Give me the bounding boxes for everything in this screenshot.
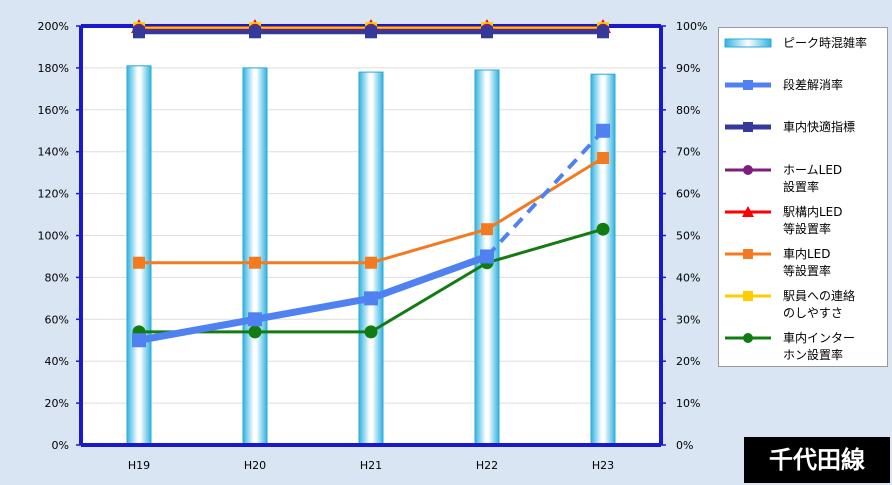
- series-point-2: [481, 26, 493, 39]
- legend-swatch-line: [725, 165, 771, 175]
- left-tick-label: 60%: [45, 313, 69, 326]
- series-line-1-dashed: [485, 129, 605, 258]
- right-tick-label: 100%: [676, 20, 707, 33]
- series-line-1: [138, 253, 489, 344]
- left-tick-label: 20%: [45, 397, 69, 410]
- legend-label: 駅構内LED 等設置率: [783, 205, 843, 236]
- legend-label: 駅員への連絡 のしやすさ: [783, 289, 856, 320]
- legend: ピーク時混雑率 段差解消率 車内快適指標 ホームLED 設置率: [718, 27, 888, 367]
- legend-swatch-line: [725, 206, 771, 217]
- legend-swatch-bar: [724, 38, 772, 48]
- x-tick-label: H23: [592, 459, 614, 472]
- legend-label: ホームLED 設置率: [783, 163, 843, 194]
- line-name-badge: 千代田線: [744, 437, 890, 483]
- right-tick-label: 0%: [676, 439, 693, 452]
- right-tick-label: 10%: [676, 397, 700, 410]
- left-tick-label: 40%: [45, 355, 69, 368]
- bar-peak-congestion: [126, 65, 152, 446]
- series-point-2: [249, 26, 261, 39]
- left-tick-label: 200%: [38, 20, 69, 33]
- x-tick-label: H21: [360, 459, 382, 472]
- series-point-7: [596, 222, 610, 236]
- right-tick-label: 50%: [676, 230, 700, 243]
- bar-peak-congestion: [242, 67, 268, 446]
- series-point-1: [248, 312, 262, 327]
- left-tick-label: 160%: [38, 104, 69, 117]
- right-tick-label: 60%: [676, 188, 700, 201]
- legend-swatch-line: [725, 80, 771, 90]
- legend-label: 車内インター ホン設置率: [783, 331, 856, 362]
- x-tick-label: H20: [244, 459, 266, 472]
- series-point-5: [365, 256, 377, 269]
- series-point-2: [365, 26, 377, 39]
- series-point-5: [481, 223, 493, 236]
- series-point-5: [249, 256, 261, 269]
- series-point-5: [133, 256, 145, 269]
- legend-swatch-line: [725, 249, 771, 259]
- legend-swatch-line: [725, 122, 771, 132]
- left-tick-label: 80%: [45, 271, 69, 284]
- legend-label: 車内LED 等設置率: [783, 247, 832, 278]
- series-point-2: [133, 26, 145, 39]
- legend-swatch-line: [725, 333, 771, 343]
- right-tick-label: 30%: [676, 313, 700, 326]
- x-tick-label: H22: [476, 459, 498, 472]
- left-tick-label: 180%: [38, 62, 69, 75]
- x-tick-label: H19: [128, 459, 150, 472]
- legend-swatch-line: [725, 291, 771, 301]
- series-point-1: [364, 291, 378, 306]
- series-point-1: [480, 249, 494, 264]
- series-point-7: [364, 325, 378, 339]
- left-tick-label: 0%: [52, 439, 69, 452]
- left-tick-label: 120%: [38, 188, 69, 201]
- legend-label: 段差解消率: [783, 78, 844, 92]
- legend-label: 車内快適指標: [783, 120, 856, 134]
- legend-label: ピーク時混雑率: [783, 36, 868, 50]
- series-point-5: [597, 151, 609, 164]
- right-tick-label: 90%: [676, 62, 700, 75]
- left-tick-label: 140%: [38, 146, 69, 159]
- left-tick-label: 100%: [38, 230, 69, 243]
- right-tick-label: 20%: [676, 355, 700, 368]
- right-tick-label: 80%: [676, 104, 700, 117]
- series-point-1: [596, 123, 610, 138]
- right-tick-label: 40%: [676, 271, 700, 284]
- series-point-7: [248, 325, 262, 339]
- series-point-1: [132, 333, 146, 348]
- series-point-2: [597, 26, 609, 39]
- right-tick-label: 70%: [676, 146, 700, 159]
